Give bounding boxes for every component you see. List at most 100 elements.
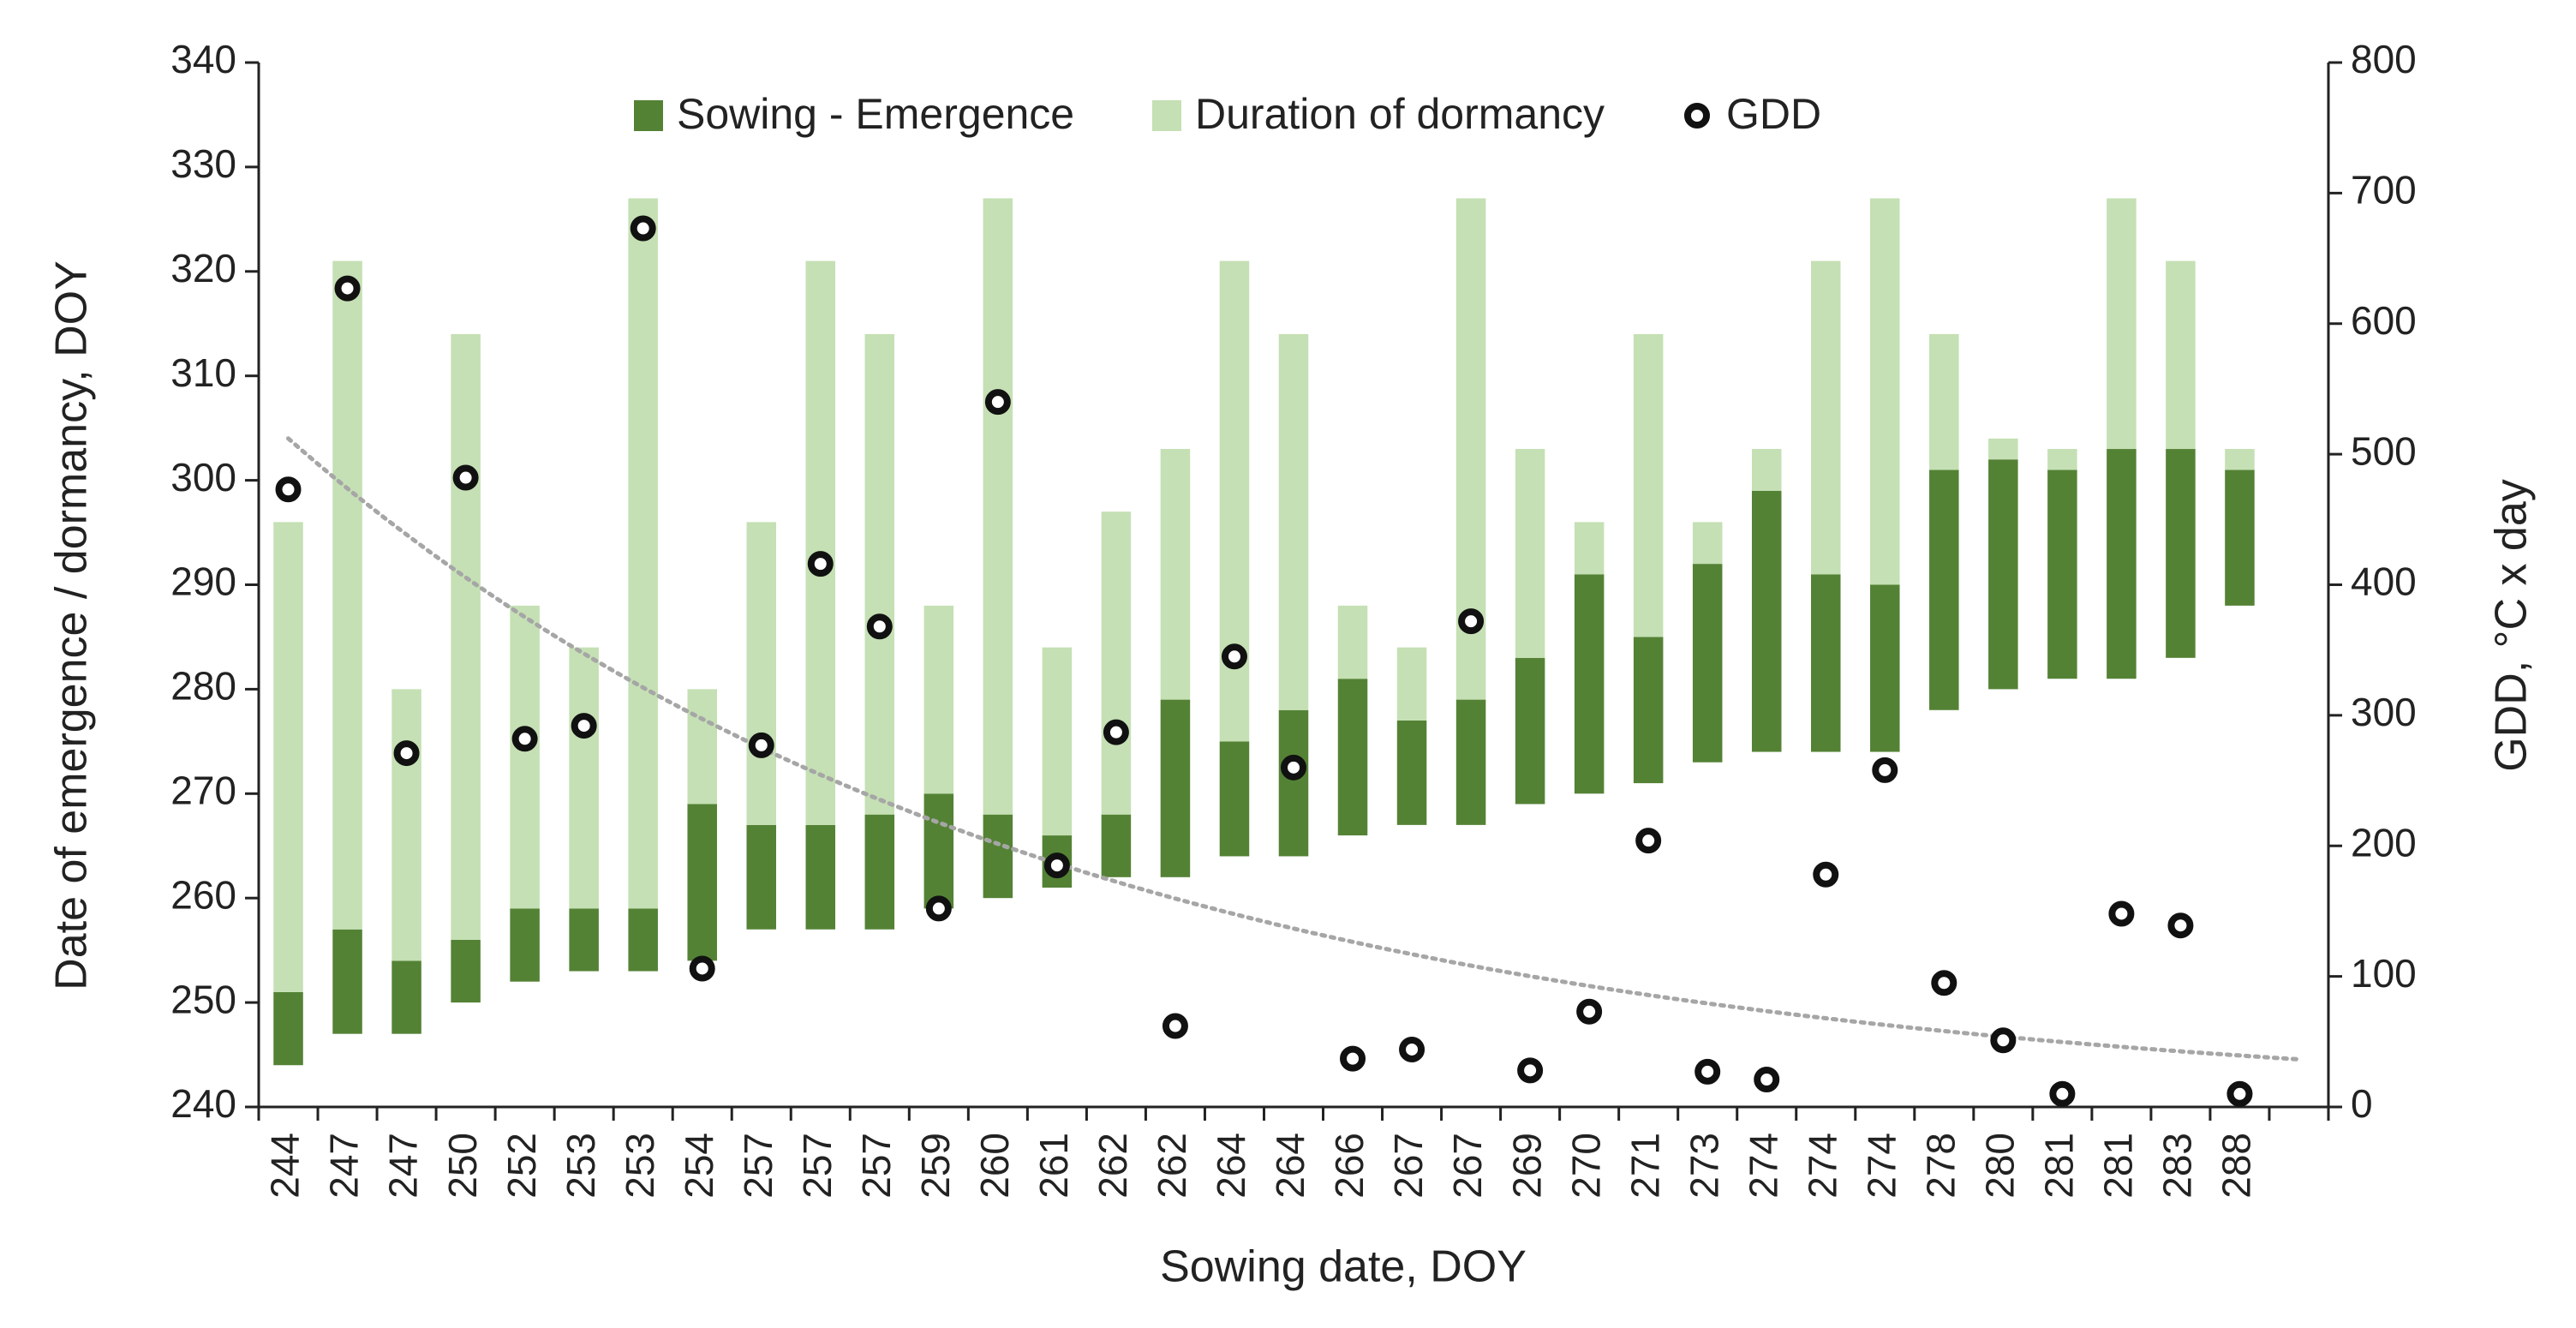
bar-dormancy <box>569 647 599 909</box>
gdd-marker <box>1813 861 1839 888</box>
gdd-marker <box>1990 1027 2017 1054</box>
x-tick-label: 247 <box>381 1133 426 1199</box>
x-tick-label: 257 <box>854 1133 899 1199</box>
bar-emergence <box>864 814 895 930</box>
bar-emergence <box>2107 449 2137 679</box>
bar-dormancy <box>1692 522 1723 565</box>
x-tick-label: 247 <box>322 1133 367 1199</box>
bar-emergence <box>1870 584 1900 752</box>
x-tick-label: 261 <box>1031 1133 1076 1199</box>
bar-dormancy <box>1574 522 1605 575</box>
gdd-marker <box>1221 643 1247 670</box>
bar-dormancy <box>2225 449 2255 470</box>
y-tick-label: 330 <box>170 141 236 186</box>
legend-label: Duration of dormancy <box>1195 90 1605 138</box>
bar-emergence <box>2166 449 2196 658</box>
bar-dormancy <box>1101 511 1132 815</box>
x-tick-label: 253 <box>559 1133 603 1199</box>
bar-dormancy <box>1633 333 1664 637</box>
y-tick-label: 310 <box>170 350 236 395</box>
y2-tick-label: 100 <box>2351 951 2417 996</box>
bar-emergence <box>273 991 303 1066</box>
bar-emergence <box>1515 657 1545 805</box>
bar-emergence <box>332 929 362 1034</box>
y-tick-label: 270 <box>170 768 236 812</box>
x-axis-title: Sowing date, DOY <box>1160 1242 1527 1292</box>
x-tick-label: 250 <box>440 1133 485 1199</box>
gdd-marker <box>2167 912 2194 939</box>
gdd-marker <box>984 389 1011 416</box>
gdd-marker <box>807 551 834 577</box>
trendline <box>286 436 2301 1062</box>
bar-emergence <box>1811 574 1841 752</box>
gdd-marker <box>1399 1036 1425 1062</box>
gdd-marker <box>1694 1058 1721 1085</box>
legend-marker <box>1684 103 1710 129</box>
gdd-marker <box>393 740 420 767</box>
bar-emergence <box>2047 470 2077 679</box>
y2-tick-label: 600 <box>2351 298 2417 343</box>
bar-dormancy <box>687 689 717 805</box>
bar-emergence <box>1160 699 1191 877</box>
bar-emergence <box>1337 679 1368 836</box>
x-tick-label: 280 <box>1977 1133 2022 1199</box>
x-tick-label: 244 <box>263 1133 308 1199</box>
bar-dormancy <box>510 605 540 909</box>
y-tick-label: 280 <box>170 664 236 709</box>
gdd-marker <box>571 713 597 739</box>
y2-axis-title: GDD, °C x day <box>2487 479 2537 772</box>
bar-emergence <box>2225 470 2255 606</box>
y-tick-label: 340 <box>170 37 236 81</box>
gdd-marker <box>452 464 479 491</box>
gdd-marker <box>2226 1080 2253 1107</box>
y2-tick-label: 400 <box>2351 559 2417 604</box>
x-tick-label: 278 <box>1918 1133 1963 1199</box>
bar-dormancy <box>864 333 895 815</box>
y-tick-label: 240 <box>170 1081 236 1126</box>
bar-dormancy <box>1042 647 1073 836</box>
x-tick-label: 264 <box>1209 1133 1253 1199</box>
x-tick-label: 267 <box>1445 1133 1490 1199</box>
bar-emergence <box>746 824 776 930</box>
y2-tick-label: 500 <box>2351 428 2417 473</box>
y2-tick-label: 300 <box>2351 690 2417 734</box>
gdd-marker <box>1517 1057 1544 1084</box>
bar-dormancy <box>805 260 836 825</box>
bar-dormancy <box>273 522 303 992</box>
bar-dormancy <box>923 605 954 794</box>
bar-dormancy <box>628 198 658 909</box>
y-tick-label: 320 <box>170 246 236 290</box>
bar-emergence <box>1929 470 1959 710</box>
bar-emergence <box>1988 459 2018 690</box>
x-tick-label: 253 <box>618 1133 662 1199</box>
gdd-marker <box>1754 1067 1780 1093</box>
bar-dormancy <box>2166 260 2196 450</box>
x-tick-label: 274 <box>1741 1133 1785 1199</box>
x-tick-label: 254 <box>677 1133 721 1199</box>
bar-emergence <box>1396 720 1427 825</box>
x-tick-label: 271 <box>1623 1133 1667 1199</box>
bar-emergence <box>1692 564 1723 763</box>
x-tick-label: 262 <box>1150 1133 1194 1199</box>
bar-dormancy <box>1870 198 1900 585</box>
x-tick-label: 270 <box>1563 1133 1608 1199</box>
bar-dormancy <box>1751 449 1782 491</box>
bar-emergence <box>1455 699 1486 825</box>
gdd-marker <box>866 613 893 640</box>
bar-emergence <box>451 939 481 1003</box>
y-tick-label: 300 <box>170 455 236 499</box>
bar-dormancy <box>1337 605 1368 679</box>
x-tick-label: 267 <box>1386 1133 1431 1199</box>
legend-swatch <box>1152 100 1181 131</box>
bar-emergence <box>983 814 1013 899</box>
bar-emergence <box>1219 741 1250 857</box>
y-tick-label: 290 <box>170 559 236 604</box>
x-tick-label: 262 <box>1091 1133 1135 1199</box>
gdd-marker <box>1931 970 1957 996</box>
bar-dormancy <box>1988 438 2018 460</box>
x-tick-label: 269 <box>1504 1133 1549 1199</box>
legend-label: Sowing - Emergence <box>677 90 1074 138</box>
y-tick-label: 260 <box>170 872 236 917</box>
gdd-marker <box>1458 608 1485 635</box>
x-tick-label: 273 <box>1682 1133 1726 1199</box>
